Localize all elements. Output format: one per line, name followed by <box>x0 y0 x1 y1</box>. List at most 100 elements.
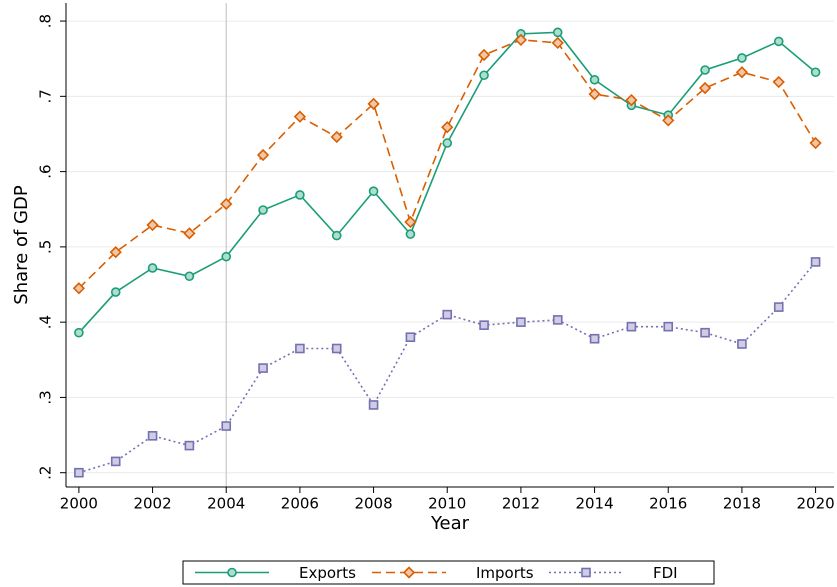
marker <box>737 339 747 349</box>
marker <box>256 148 270 162</box>
marker-bg <box>259 205 268 214</box>
marker <box>405 229 416 239</box>
marker <box>184 271 195 282</box>
marker <box>330 130 343 144</box>
legend: Exports Imports FDI <box>182 560 715 585</box>
y-tick-label: .7 <box>37 89 55 103</box>
marker <box>368 400 379 410</box>
marker-bg <box>185 272 194 281</box>
marker-bg <box>332 344 341 353</box>
marker <box>589 74 600 85</box>
marker-bg <box>259 364 268 373</box>
marker <box>662 114 675 127</box>
marker-bg <box>774 37 783 46</box>
marker-bg <box>148 263 157 272</box>
marker-bg <box>443 310 452 319</box>
marker-bg <box>443 139 452 148</box>
marker <box>773 302 784 312</box>
marker <box>581 567 591 578</box>
marker <box>698 81 712 95</box>
marker <box>477 48 491 62</box>
marker-bg <box>480 321 489 330</box>
marker <box>810 257 821 267</box>
marker-bg <box>222 252 231 261</box>
marker <box>146 218 159 232</box>
marker <box>147 263 158 273</box>
marker <box>552 315 563 325</box>
marker <box>227 567 237 578</box>
marker <box>295 190 305 200</box>
x-tick-label: 2002 <box>133 495 171 513</box>
legend-label: Exports <box>299 564 356 582</box>
marker <box>183 227 196 240</box>
marker-bg <box>406 333 415 342</box>
marker <box>516 317 526 327</box>
legend-label: Imports <box>476 564 534 582</box>
marker-bg <box>701 328 710 337</box>
marker-bg <box>480 71 489 80</box>
marker <box>479 320 489 330</box>
marker-bg <box>295 344 304 353</box>
marker <box>625 93 638 107</box>
marker-bg <box>111 457 120 466</box>
marker <box>331 343 342 354</box>
marker <box>442 138 453 148</box>
marker <box>405 332 416 343</box>
marker-bg <box>111 288 120 297</box>
x-tick-label: 2004 <box>207 495 245 513</box>
marker <box>221 421 232 431</box>
marker <box>404 215 417 229</box>
marker-bg <box>228 568 236 577</box>
marker <box>110 287 121 297</box>
x-tick-label: 2010 <box>428 495 466 513</box>
y-tick-label: .2 <box>37 466 55 480</box>
marker-bg <box>74 328 83 337</box>
marker <box>588 87 601 101</box>
marker <box>441 121 454 134</box>
marker-bg <box>332 231 341 240</box>
marker <box>258 363 268 373</box>
x-tick-label: 2008 <box>354 495 392 513</box>
marker-bg <box>553 315 562 324</box>
legend-box <box>182 560 715 585</box>
marker <box>626 321 637 332</box>
marker <box>552 27 563 38</box>
y-tick-label: .3 <box>37 390 55 404</box>
legend-label: FDI <box>653 564 678 582</box>
marker <box>700 65 710 75</box>
y-tick-label: .8 <box>37 14 55 28</box>
marker-bg <box>590 75 599 84</box>
marker-bg <box>664 322 673 331</box>
x-tick-label: 2006 <box>281 495 319 513</box>
marker-bg <box>627 322 636 331</box>
marker <box>72 282 86 295</box>
marker <box>735 66 749 79</box>
marker <box>220 197 233 211</box>
marker <box>109 246 122 259</box>
y-tick-label: .5 <box>37 240 55 254</box>
marker-bg <box>74 468 83 477</box>
marker <box>402 566 416 579</box>
marker <box>810 67 821 78</box>
marker <box>809 136 822 150</box>
marker <box>663 321 674 332</box>
marker <box>74 467 84 478</box>
marker <box>479 70 489 81</box>
marker <box>773 36 784 47</box>
series-line <box>78 31 817 334</box>
marker-bg <box>701 65 710 74</box>
marker <box>700 327 710 338</box>
marker <box>184 440 195 451</box>
marker <box>367 97 380 110</box>
marker-bg <box>369 187 378 196</box>
x-tick-label: 2012 <box>502 495 540 513</box>
x-tick-label: 2020 <box>796 495 834 513</box>
marker-bg <box>774 303 783 312</box>
marker-bg <box>553 28 562 37</box>
marker-bg <box>185 441 194 450</box>
marker-bg <box>737 53 746 62</box>
marker <box>221 251 232 262</box>
marker-bg <box>295 190 304 199</box>
x-tick-label: 2014 <box>575 495 613 513</box>
